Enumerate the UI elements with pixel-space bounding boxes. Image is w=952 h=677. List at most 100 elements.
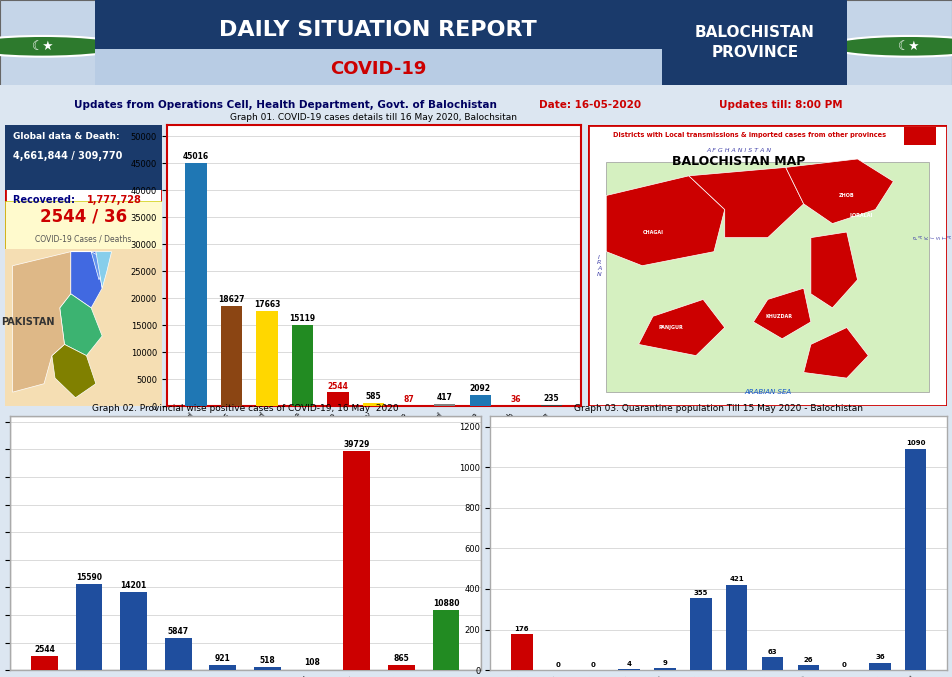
Bar: [186, 163, 207, 406]
Text: COVID-19 Cases / Deaths: COVID-19 Cases / Deaths: [35, 234, 131, 244]
Text: 176: 176: [514, 626, 529, 632]
Text: 0: 0: [591, 662, 596, 668]
FancyBboxPatch shape: [606, 162, 929, 392]
Bar: [726, 585, 747, 670]
Bar: [654, 668, 676, 670]
Polygon shape: [70, 252, 107, 280]
Text: 421: 421: [729, 576, 744, 582]
Text: Date: 16-05-2020: Date: 16-05-2020: [539, 100, 642, 110]
Bar: [209, 665, 236, 670]
FancyBboxPatch shape: [588, 125, 947, 406]
Text: 9: 9: [663, 660, 667, 666]
Polygon shape: [811, 232, 858, 308]
Text: 15590: 15590: [76, 573, 102, 582]
Bar: [120, 592, 147, 670]
Polygon shape: [96, 252, 111, 288]
Text: 26: 26: [803, 657, 813, 663]
FancyBboxPatch shape: [904, 127, 937, 145]
Text: 585: 585: [366, 392, 382, 401]
Text: 45016: 45016: [183, 152, 209, 161]
FancyBboxPatch shape: [5, 125, 162, 190]
Text: ARABIAN SEA: ARABIAN SEA: [744, 389, 791, 395]
Text: KHUZDAR: KHUZDAR: [765, 314, 792, 319]
Bar: [388, 665, 415, 670]
Title: Graph 03. Quarantine population Till 15 May 2020 - Balochistan: Graph 03. Quarantine population Till 15 …: [574, 403, 863, 413]
Bar: [254, 668, 281, 670]
Circle shape: [0, 36, 124, 57]
Text: Updates from Operations Cell, Health Department, Govt. of Balochistan: Updates from Operations Cell, Health Dep…: [74, 100, 497, 110]
Bar: [75, 584, 103, 670]
Polygon shape: [639, 299, 724, 355]
Bar: [541, 405, 562, 406]
FancyBboxPatch shape: [5, 249, 162, 406]
Text: PAKISTAN: PAKISTAN: [2, 317, 55, 327]
Text: LORALAI: LORALAI: [849, 213, 873, 217]
Text: 1090: 1090: [906, 441, 925, 446]
Circle shape: [828, 36, 952, 57]
Bar: [165, 638, 191, 670]
Text: 17663: 17663: [254, 300, 280, 309]
FancyBboxPatch shape: [95, 49, 662, 85]
Polygon shape: [753, 288, 811, 338]
Text: 235: 235: [544, 394, 559, 403]
Polygon shape: [12, 252, 70, 392]
Text: 2544 / 36: 2544 / 36: [40, 208, 127, 225]
Text: 2544: 2544: [327, 382, 348, 391]
Text: 518: 518: [260, 656, 275, 665]
FancyBboxPatch shape: [662, 0, 847, 85]
Bar: [221, 305, 242, 406]
Text: Districts with Local transmissions & imported cases from other provinces: Districts with Local transmissions & imp…: [613, 132, 886, 138]
Bar: [469, 395, 491, 406]
Text: 2544: 2544: [34, 645, 55, 654]
Text: 0: 0: [555, 662, 560, 668]
Text: 39729: 39729: [344, 440, 370, 449]
Text: ☾★: ☾★: [31, 40, 54, 53]
Text: CHAGAI: CHAGAI: [643, 230, 664, 234]
Text: DAILY SITUATION REPORT: DAILY SITUATION REPORT: [219, 20, 537, 41]
Text: 36: 36: [875, 655, 884, 661]
Title: Graph 02. Provincial wise positive cases of COVID-19, 16 May  2020: Graph 02. Provincial wise positive cases…: [91, 403, 399, 413]
Text: 63: 63: [767, 649, 777, 655]
Bar: [31, 656, 58, 670]
Text: 921: 921: [215, 654, 230, 663]
Polygon shape: [689, 167, 803, 238]
Title: Graph 01. COVID-19 cases details till 16 May 2020, Balochsitan: Graph 01. COVID-19 cases details till 16…: [230, 112, 517, 122]
Text: 108: 108: [304, 659, 320, 668]
Text: 0: 0: [842, 662, 846, 668]
Text: 5847: 5847: [168, 627, 188, 636]
FancyBboxPatch shape: [5, 201, 162, 249]
Text: BALOCHISTAN
PROVINCE: BALOCHISTAN PROVINCE: [695, 25, 815, 60]
Bar: [292, 324, 313, 406]
Text: 2092: 2092: [469, 384, 490, 393]
FancyBboxPatch shape: [0, 0, 952, 122]
Bar: [432, 610, 460, 670]
Text: P
A
K
I
S
T
A
N: P A K I S T A N: [914, 236, 952, 240]
Polygon shape: [606, 176, 724, 265]
Polygon shape: [60, 294, 102, 355]
Polygon shape: [51, 345, 96, 398]
Text: 4,661,844 / 309,770: 4,661,844 / 309,770: [12, 150, 122, 160]
Polygon shape: [70, 252, 102, 308]
Text: 417: 417: [437, 393, 452, 402]
Bar: [762, 657, 783, 670]
Bar: [690, 598, 711, 670]
Text: A F G H A N I S T A N: A F G H A N I S T A N: [706, 148, 771, 153]
Text: 36: 36: [510, 395, 521, 404]
Text: 14201: 14201: [121, 581, 147, 590]
Text: 15119: 15119: [289, 313, 316, 323]
Bar: [869, 663, 891, 670]
Text: 865: 865: [393, 654, 409, 663]
Text: Updates till: 8:00 PM: Updates till: 8:00 PM: [719, 100, 843, 110]
FancyBboxPatch shape: [95, 0, 662, 85]
Text: 87: 87: [404, 395, 414, 404]
Bar: [363, 403, 385, 406]
FancyBboxPatch shape: [5, 125, 162, 406]
Text: Recovered:: Recovered:: [12, 196, 78, 206]
Bar: [798, 665, 819, 670]
Polygon shape: [803, 328, 868, 378]
Text: I
R
A
N: I R A N: [597, 255, 602, 277]
Polygon shape: [785, 159, 893, 223]
Text: PANJGUR: PANJGUR: [659, 325, 684, 330]
Text: ZHOB: ZHOB: [839, 193, 855, 198]
FancyBboxPatch shape: [0, 85, 952, 122]
